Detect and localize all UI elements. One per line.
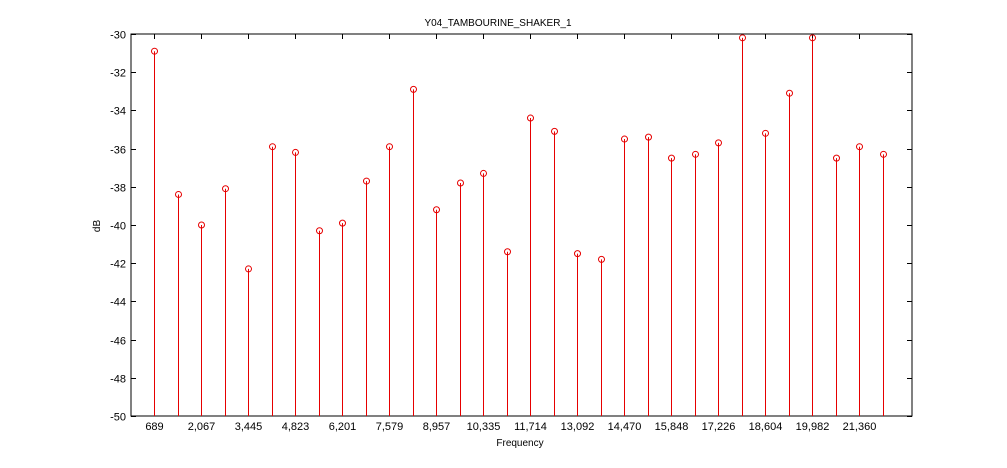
stem-marker (833, 154, 840, 162)
stem-marker (151, 47, 158, 55)
x-tick-label: 689 (145, 421, 163, 433)
axes-box (130, 33, 913, 417)
stem-marker (762, 129, 769, 137)
stem-marker (527, 114, 534, 122)
x-tick-label: 21,360 (843, 421, 877, 433)
y-axis-label: dB (92, 220, 103, 233)
stem-marker (598, 255, 605, 263)
stem-marker (457, 179, 464, 187)
y-tick-label: -38 (110, 183, 126, 195)
stem-marker (856, 143, 863, 151)
stem-marker (504, 248, 511, 256)
stem-marker (245, 265, 252, 273)
stem-marker (715, 139, 722, 147)
stem-marker (880, 150, 887, 158)
stem-marker (175, 190, 182, 198)
stem-marker (621, 135, 628, 143)
stem-marker (480, 169, 487, 177)
y-tick-label: -48 (110, 374, 126, 386)
stem-marker (222, 185, 229, 193)
y-tick-label: -42 (110, 259, 126, 271)
stem-marker (410, 85, 417, 93)
y-tick-label: -44 (110, 297, 126, 309)
y-tick-label: -46 (110, 336, 126, 348)
x-tick-label: 2,067 (188, 421, 216, 433)
x-tick-label: 13,092 (561, 421, 595, 433)
x-tick-label: 11,714 (514, 421, 547, 433)
stem-marker (645, 133, 652, 141)
x-tick-label: 6,201 (329, 421, 357, 433)
x-axis-label: Frequency (496, 438, 543, 449)
x-tick-label: 4,823 (282, 421, 310, 433)
y-tick-label: -50 (110, 412, 126, 424)
x-tick-label: 15,848 (655, 421, 689, 433)
stem-marker (786, 89, 793, 97)
stem-marker (551, 127, 558, 135)
x-tick-label: 17,226 (702, 421, 736, 433)
stem-marker (692, 150, 699, 158)
stem-marker (198, 221, 205, 229)
stem-marker (433, 206, 440, 214)
x-tick-label: 7,579 (376, 421, 404, 433)
y-tick-label: -40 (110, 221, 126, 233)
x-tick-label: 3,445 (235, 421, 263, 433)
y-tick-label: -34 (110, 106, 126, 118)
x-tick-label: 19,982 (796, 421, 830, 433)
stem-marker (668, 154, 675, 162)
stem-marker (386, 143, 393, 151)
x-tick-label: 18,604 (749, 421, 783, 433)
y-tick-label: -30 (110, 30, 126, 42)
stem-marker (809, 34, 816, 42)
plot-area: -50 -48 -46 -44 -42 -40 -38 -36 -34 -32 -30 689 2,06… (110, 30, 913, 433)
stem-marker (739, 34, 746, 42)
stem-marker (292, 148, 299, 156)
stem-marker (316, 227, 323, 235)
y-tick-label: -36 (110, 145, 126, 157)
chart-title: Y04_TAMBOURINE_SHAKER_1 (424, 18, 572, 29)
x-tick-label: 8,957 (423, 421, 451, 433)
x-tick-label: 14,470 (608, 421, 642, 433)
y-tick-label: -32 (110, 68, 126, 80)
stem-marker (363, 177, 370, 185)
stem-marker (574, 250, 581, 258)
x-tick-label: 10,335 (467, 421, 501, 433)
stem-marker (339, 219, 346, 227)
stem-marker (269, 143, 276, 151)
